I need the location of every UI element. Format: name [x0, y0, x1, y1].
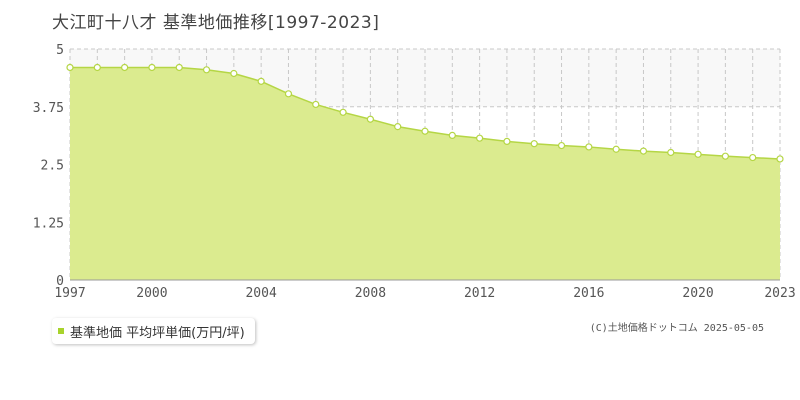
- y-tick-label: 0: [56, 274, 64, 289]
- x-tick-label: 2023: [764, 286, 795, 301]
- x-tick-label: 2000: [136, 286, 167, 301]
- y-tick-labels: 0 1.25 2.5 3.75 5: [33, 43, 64, 289]
- data-point: [639, 147, 648, 155]
- y-tick-label: 1.25: [33, 216, 64, 231]
- x-tick-label: 1997: [54, 286, 85, 301]
- data-point: [503, 137, 511, 145]
- data-points: [66, 63, 784, 163]
- data-point: [202, 66, 211, 74]
- chart-title: 大江町十八才 基準地価推移[1997-2023]: [52, 13, 380, 33]
- data-point: [257, 77, 265, 85]
- data-point: [557, 141, 566, 150]
- area-fill: [70, 67, 780, 280]
- data-point: [366, 115, 374, 123]
- data-point: [694, 150, 702, 158]
- data-point: [612, 145, 620, 153]
- data-point: [476, 134, 484, 142]
- data-point: [312, 100, 320, 109]
- x-tick-label: 2020: [682, 286, 713, 301]
- y-tick-label: 5: [56, 43, 64, 58]
- data-point: [667, 148, 675, 157]
- data-point: [66, 63, 74, 72]
- data-point: [339, 108, 347, 116]
- data-point: [421, 127, 429, 135]
- x-tick-label: 2008: [355, 286, 386, 301]
- legend: 基準地価 平均坪単価(万円/坪): [52, 318, 255, 344]
- data-point: [776, 155, 784, 163]
- x-tick-label: 2012: [464, 286, 495, 301]
- data-point: [585, 143, 593, 151]
- data-point: [230, 69, 238, 78]
- legend-swatch: [58, 328, 64, 334]
- x-tick-labels: 1997 2000 2004 2008 2012 2016 2020 2023: [54, 286, 795, 301]
- x-tick-label: 2016: [573, 286, 604, 301]
- legend-label: 基準地価 平均坪単価(万円/坪): [70, 325, 245, 341]
- data-point: [175, 63, 183, 72]
- data-point: [121, 63, 129, 72]
- data-point: [93, 63, 101, 72]
- y-tick-label: 3.75: [33, 101, 64, 116]
- x-tick-label: 2004: [245, 286, 276, 301]
- credit-text: (C)土地価格ドットコム 2025-05-05: [589, 323, 764, 334]
- data-point: [749, 153, 757, 162]
- data-point: [721, 152, 729, 160]
- data-point: [530, 140, 538, 148]
- data-point: [284, 90, 293, 98]
- data-point: [394, 123, 402, 131]
- y-tick-label: 2.5: [41, 159, 64, 174]
- data-point: [448, 131, 456, 139]
- data-point: [148, 63, 156, 72]
